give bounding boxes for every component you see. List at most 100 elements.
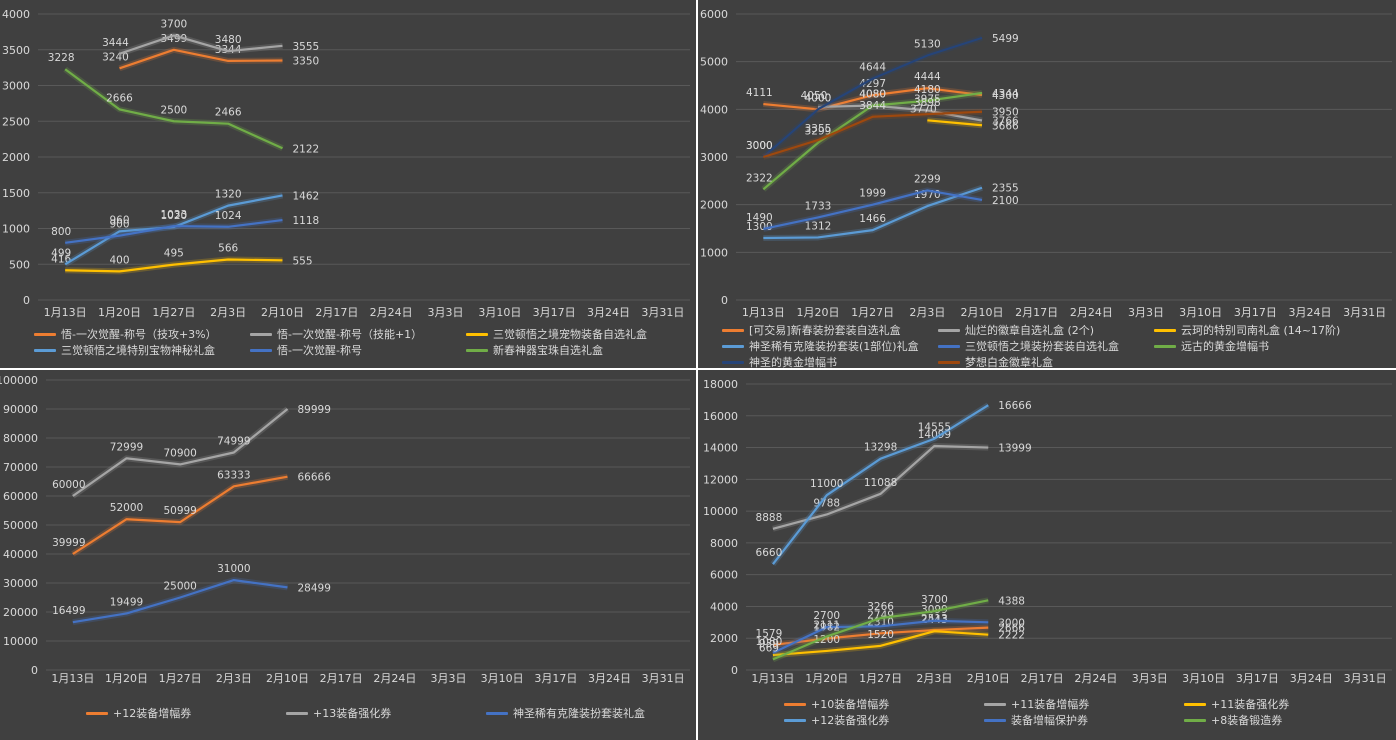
data-label: 13298 — [864, 442, 897, 454]
data-label: 74999 — [217, 436, 250, 448]
legend-item: 三觉顿悟之境装扮套装自选礼盒 — [938, 338, 1154, 354]
data-label: 16666 — [998, 400, 1032, 412]
data-label: 1024 — [215, 210, 242, 222]
data-label: 1466 — [859, 213, 886, 225]
legend-item: 悟-一次觉醒-称号（技能+1） — [250, 326, 466, 342]
data-label: 4080 — [859, 89, 886, 101]
x-tick-label: 2月3日 — [909, 306, 945, 319]
data-label: 3444 — [102, 37, 129, 49]
x-tick-label: 2月17日 — [315, 306, 358, 319]
data-label: 1490 — [746, 212, 773, 224]
x-tick-label: 3月17日 — [534, 672, 577, 685]
data-label: 3299 — [805, 126, 832, 138]
series-line — [772, 404, 989, 565]
data-label: 3499 — [160, 33, 187, 45]
data-label: 4344 — [992, 88, 1019, 100]
data-label: 60000 — [52, 479, 85, 491]
legend-swatch — [984, 702, 1006, 706]
chart-legend: [可交易]新春装扮套装自选礼盒 灿烂的徽章自选礼盒 (2个) 云珂的特别司南礼盒 (… — [722, 322, 1372, 368]
data-label: 6660 — [756, 547, 783, 559]
data-label: 1462 — [293, 190, 320, 202]
data-label: 1080 — [756, 636, 783, 648]
data-label: 2299 — [914, 173, 941, 185]
y-tick-label: 2000 — [710, 632, 738, 645]
y-tick-label: 30000 — [3, 577, 38, 590]
x-tick-label: 3月3日 — [1132, 672, 1168, 685]
data-label: 2666 — [998, 623, 1025, 635]
data-label: 3770 — [910, 103, 937, 115]
line-chart-enhancement-tickets: 0 2000 4000 6000 8000 10000 12000 14000 16000 180… — [703, 378, 1392, 685]
x-tick-label: 3月3日 — [428, 306, 464, 319]
y-tick-label: 0 — [23, 294, 30, 307]
legend-swatch — [1184, 702, 1206, 706]
legend-label: +12装备增幅券 — [113, 707, 192, 720]
data-label: 1033 — [160, 209, 187, 221]
data-label: 2222 — [998, 630, 1025, 642]
data-label: 416 — [51, 253, 71, 265]
data-label: 1312 — [805, 220, 832, 232]
legend-label: 神圣的黄金增幅书 — [749, 356, 837, 368]
data-label: 800 — [51, 226, 71, 238]
data-label: 50999 — [163, 505, 196, 517]
legend-label: 三觉顿悟之境宠物装备自选礼盒 — [493, 328, 647, 341]
x-tick-label: 3月10日 — [1179, 306, 1222, 319]
legend-item: +12装备强化券 — [784, 712, 984, 728]
x-tick-label: 2月10日 — [261, 306, 304, 319]
y-tick-label: 18000 — [703, 378, 738, 391]
series-line — [65, 258, 283, 273]
data-label: 2500 — [160, 104, 187, 116]
line-chart-gift-boxes: 0 1000 2000 3000 4000 5000 6000 1月13日 1月20日 1月27日… — [700, 8, 1392, 319]
data-label: 1579 — [756, 628, 783, 640]
x-tick-label: 2月24日 — [1070, 306, 1113, 319]
x-tick-label: 1月27日 — [851, 306, 894, 319]
legend-swatch — [784, 718, 806, 722]
x-tick-label: 2月24日 — [373, 672, 416, 685]
y-tick-label: 1000 — [2, 223, 30, 236]
legend-label: 悟-一次觉醒-称号（技攻+3%） — [61, 328, 217, 341]
legend-label: 梦想白金徽章礼盒 — [965, 356, 1053, 368]
y-tick-label: 20000 — [3, 606, 38, 619]
y-tick-label: 70000 — [3, 461, 38, 474]
data-label: 11088 — [864, 477, 897, 489]
series-line — [763, 87, 983, 111]
legend-swatch — [286, 711, 308, 715]
legend-label: 灿烂的徽章自选礼盒 (2个) — [965, 324, 1095, 337]
legend-item: +13装备强化券 — [286, 705, 486, 721]
legend-item: 新春神器宝珠自选礼盒 — [466, 342, 682, 358]
legend-item: 神圣稀有克隆装扮套装礼盒 — [486, 705, 686, 721]
data-label: 400 — [109, 254, 129, 266]
y-tick-label: 60000 — [3, 490, 38, 503]
legend-label: 悟-一次觉醒-称号（技能+1） — [277, 328, 423, 341]
y-tick-label: 0 — [31, 664, 38, 677]
legend-swatch — [34, 348, 56, 352]
legend-swatch — [938, 344, 960, 348]
y-tick-label: 40000 — [3, 548, 38, 561]
legend-label: +11装备增幅券 — [1011, 698, 1090, 711]
data-label: 1520 — [867, 629, 894, 641]
x-tick-label: 1月13日 — [751, 672, 794, 685]
legend-label: +8装备锻造券 — [1211, 714, 1283, 727]
series-line — [772, 599, 989, 661]
data-label: 72999 — [110, 441, 143, 453]
data-label: 39999 — [52, 537, 85, 549]
x-tick-label: 3月3日 — [431, 672, 467, 685]
legend-swatch — [938, 328, 960, 332]
legend-swatch — [486, 711, 508, 715]
y-tick-label: 0 — [731, 664, 738, 677]
y-tick-label: 4000 — [710, 600, 738, 613]
data-label: 4111 — [746, 87, 773, 99]
y-tick-label: 4000 — [700, 103, 728, 116]
x-tick-label: 2月24日 — [370, 306, 413, 319]
series-line — [763, 110, 983, 159]
x-tick-label: 2月3日 — [216, 672, 252, 685]
data-label: 4644 — [859, 62, 886, 74]
data-label: 1999 — [859, 188, 886, 200]
legend-label: 三觉顿悟之境装扮套装自选礼盒 — [965, 340, 1119, 353]
data-label: 1320 — [215, 189, 242, 201]
legend-swatch — [784, 702, 806, 706]
series-line — [64, 68, 283, 150]
legend-item: +11装备增幅券 — [984, 696, 1184, 712]
data-label: 5130 — [914, 38, 941, 50]
legend-item: 悟-一次觉醒-称号 — [250, 342, 466, 358]
series-line — [772, 619, 989, 654]
